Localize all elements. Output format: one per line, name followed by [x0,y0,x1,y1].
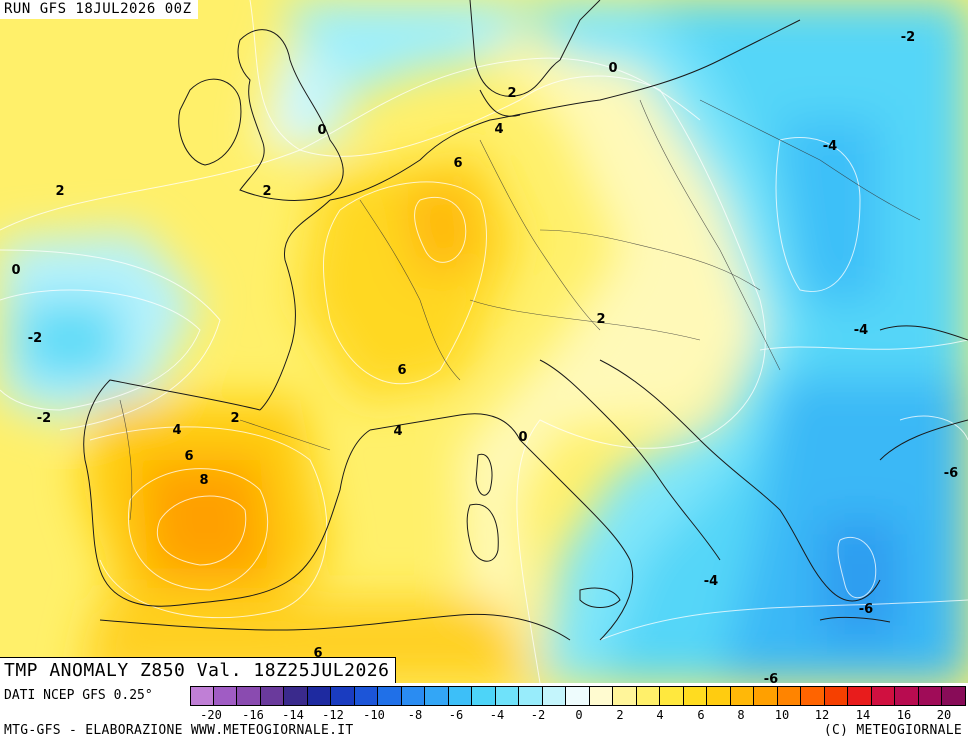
label-minus2-northeast: -2 [901,30,915,45]
credit-left: MTG-GFS - ELABORAZIONE WWW.METEOGIORNALE… [4,723,354,738]
label-8-spain: 8 [199,473,208,488]
legend-swatch [425,686,449,706]
legend-tick-label: 0 [575,708,583,722]
legend-tick-label: -12 [322,708,344,722]
legend-tick-label: 20 [936,708,952,722]
legend-swatch [918,686,942,706]
label-6-spain: 6 [184,449,193,464]
legend-tick-label: -4 [489,708,505,722]
label-2-pyrenees: 2 [230,411,239,426]
legend-tick-label: 10 [774,708,790,722]
legend-swatch [495,686,519,706]
legend-swatch [519,686,543,706]
legend-swatch [213,686,237,706]
legend-tick-label: 2 [616,708,624,722]
label-0-tyrrhenian: 0 [518,430,527,445]
label-minus4-ukraine: -4 [854,323,868,338]
anomaly-map: -2 0 2 4 0 6 -4 2 2 0 -2 2 -4 6 -2 2 4 4… [0,0,968,683]
legend-swatch [237,686,261,706]
color-legend: -20 -16 -14 -12 -10 -8 -6 -4 -2 0 2 4 6 8 10 12 14 16 20 [190,686,966,726]
legend-swatch [613,686,637,706]
legend-swatch [542,686,566,706]
label-6-benelux: 6 [453,156,462,171]
legend-swatch [331,686,355,706]
legend-swatch [754,686,778,706]
legend-swatch [730,686,754,706]
label-minus6-turkey: -6 [944,466,958,481]
label-minus2-biscay: -2 [37,411,51,426]
legend-swatch [307,686,331,706]
legend-swatch [801,686,825,706]
legend-swatch [707,686,731,706]
label-4-spain: 4 [172,423,181,438]
legend-swatch [448,686,472,706]
label-2-denmark: 2 [507,86,516,101]
legend-bar [190,686,966,706]
legend-tick-label: -16 [242,708,264,722]
legend-swatch [284,686,308,706]
legend-swatch [190,686,214,706]
label-minus4-ionian: -4 [704,574,718,589]
legend-swatch [260,686,284,706]
legend-tick-label: -20 [200,708,222,722]
color-field [0,0,968,683]
label-4-germany-coast: 4 [494,122,503,137]
legend-tick-label: -6 [448,708,464,722]
legend-swatch [683,686,707,706]
legend-swatch [660,686,684,706]
label-minus4-russia: -4 [823,139,837,154]
label-minus6-south: -6 [764,672,778,683]
data-source-label: DATI NCEP GFS 0.25° [4,688,153,703]
legend-tick-label: 4 [656,708,664,722]
label-2-austria: 2 [596,312,605,327]
legend-tick-label: -10 [363,708,385,722]
legend-tick-label: -14 [282,708,304,722]
legend-tick-label: 12 [814,708,830,722]
label-6-africa: 6 [313,646,322,661]
legend-swatch [401,686,425,706]
label-4-gulf-lion: 4 [393,424,402,439]
legend-tick-label: 16 [896,708,912,722]
label-6-france: 6 [397,363,406,378]
borders [119,99,921,521]
legend-tick-label: 14 [855,708,871,722]
legend-swatch [589,686,613,706]
legend-swatch [824,686,848,706]
label-2-britain: 2 [262,184,271,199]
legend-swatch [895,686,919,706]
legend-tick-label: -2 [530,708,546,722]
label-0-north-sea: 0 [317,123,326,138]
legend-swatch [472,686,496,706]
label-0-denmark: 0 [608,61,617,76]
map-title: TMP ANOMALY Z850 Val. 18Z25JUL2026 [0,657,397,684]
isolines [0,0,968,683]
label-minus2-atlantic: -2 [28,331,42,346]
legend-swatch [566,686,590,706]
legend-swatch [942,686,966,706]
label-minus6-aegean: -6 [859,602,873,617]
credit-right: (C) METEOGIORNALE [823,723,962,738]
legend-tick-label: 8 [737,708,745,722]
footer: DATI NCEP GFS 0.25° -20 -16 -14 -12 -10 -8 -6-… [0,683,968,745]
legend-swatch [777,686,801,706]
legend-swatch [378,686,402,706]
legend-tick-label: 6 [697,708,705,722]
label-2-atlantic: 2 [55,184,64,199]
label-0-atlantic: 0 [11,263,20,278]
coastlines [83,0,968,641]
run-label: RUN GFS 18JUL2026 00Z [0,0,198,19]
contour-labels: -2 0 2 4 0 6 -4 2 2 0 -2 2 -4 6 -2 2 4 4… [11,30,958,683]
legend-swatch [871,686,895,706]
legend-swatch [354,686,378,706]
legend-swatch [848,686,872,706]
legend-tick-label: -8 [407,708,423,722]
legend-swatch [636,686,660,706]
